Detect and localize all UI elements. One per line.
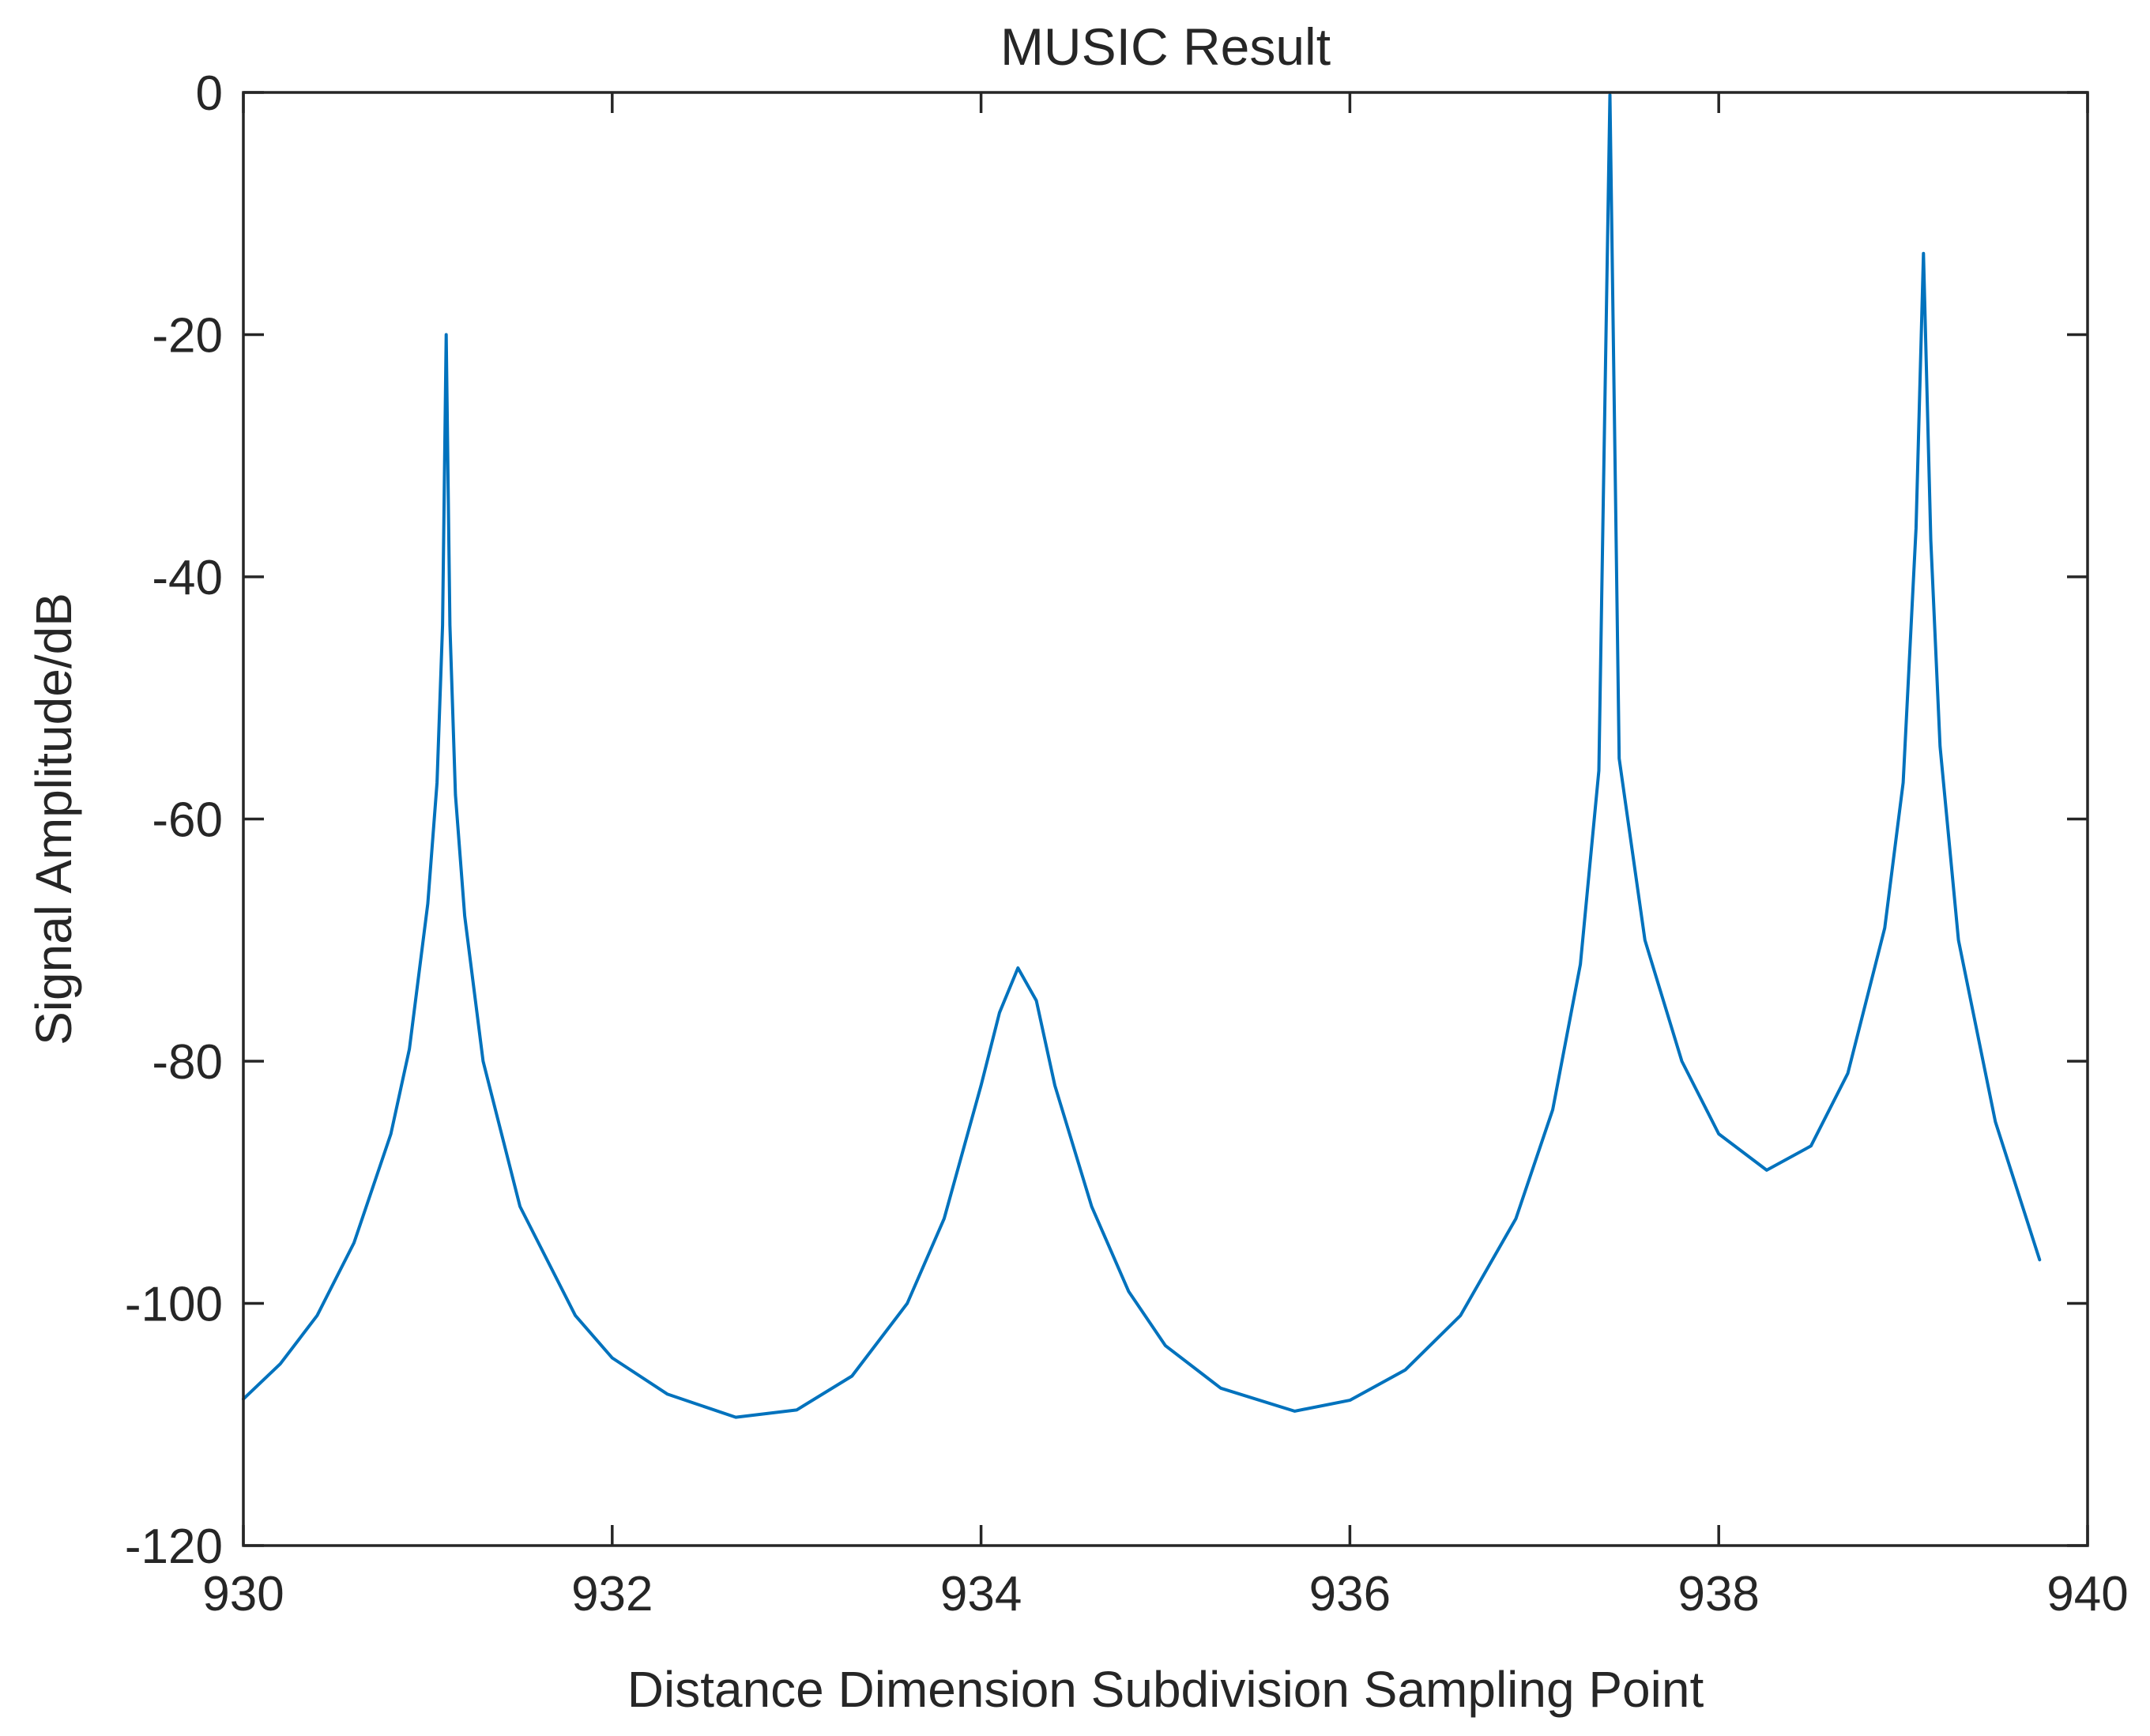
x-tick-label: 930 [202,1567,284,1621]
y-tick-label: 0 [196,66,223,121]
x-tick-label: 936 [1309,1567,1391,1621]
y-tick-label: -60 [152,793,223,848]
axis-ticks: 930 932 934 936 938 940 0 -20 -40 -60 -80 -100 -120 [125,66,2129,1621]
plot-background [243,92,2088,1546]
x-tick-label: 940 [2046,1567,2128,1621]
x-axis-label: Distance Dimension Subdivision Sampling … [627,1661,1704,1718]
chart-title: MUSIC Result [1000,17,1331,76]
series-line [242,93,2042,1419]
y-tick-label: -80 [152,1035,223,1090]
x-tick-label: 932 [571,1567,653,1621]
x-tick-label: 934 [940,1567,1022,1621]
y-tick-label: -100 [125,1278,223,1332]
y-tick-label: -120 [125,1519,223,1574]
x-tick-label: 938 [1677,1567,1759,1621]
y-tick-label: -20 [152,309,223,363]
y-axis-label: Signal Amplitude/dB [25,593,82,1045]
y-tick-label: -40 [152,551,223,605]
